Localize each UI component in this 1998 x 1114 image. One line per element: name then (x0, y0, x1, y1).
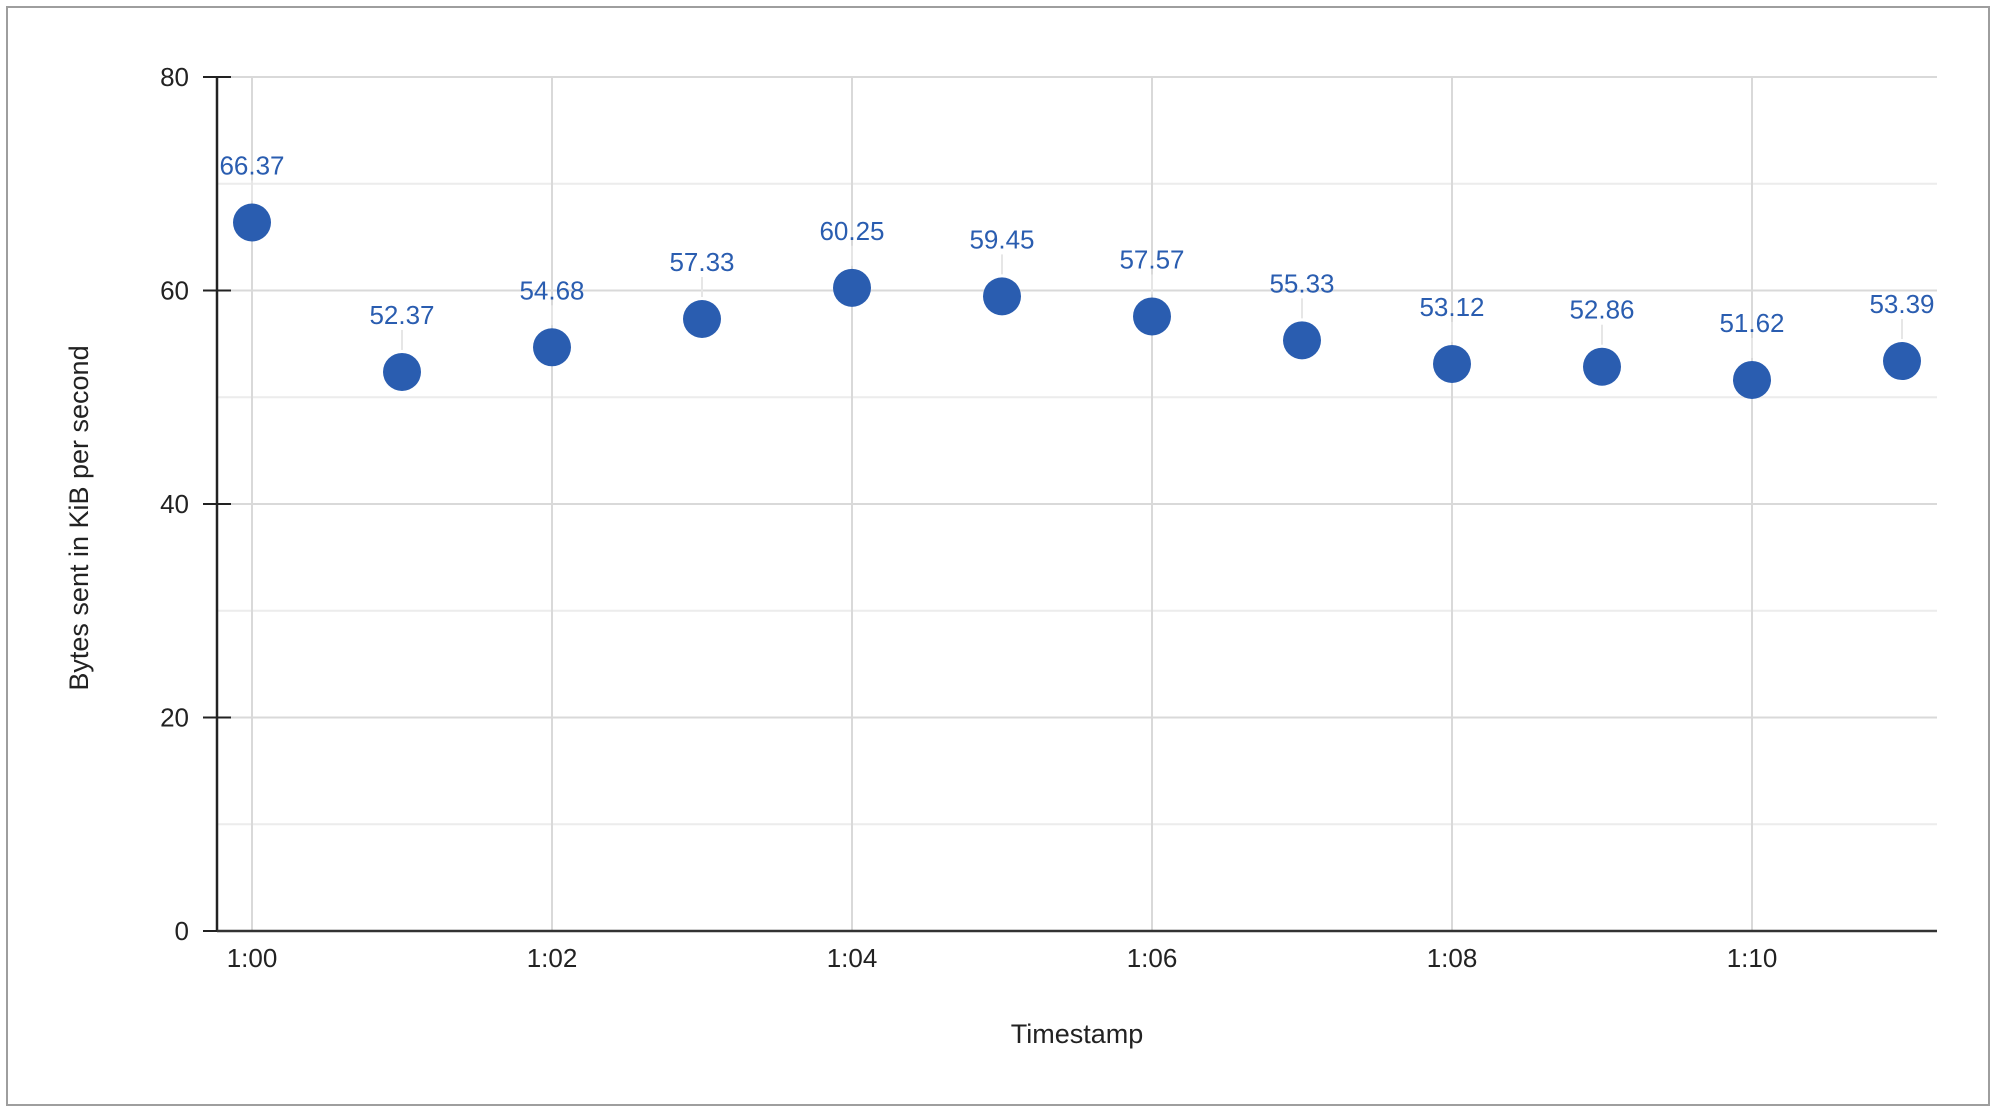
grid (217, 76, 1937, 931)
y-tick-label: 80 (160, 62, 189, 92)
x-tick-label: 1:04 (827, 943, 878, 973)
data-point (1133, 297, 1171, 336)
data-point (1583, 347, 1621, 386)
data-label: 57.57 (1119, 244, 1184, 274)
data-point (1283, 321, 1321, 360)
data-point (1433, 344, 1471, 383)
data-label: 54.68 (519, 275, 584, 305)
data-label: 57.33 (669, 247, 734, 277)
y-axis-title: Bytes sent in KiB per second (64, 345, 94, 690)
data-point (233, 203, 271, 242)
axes: 0 20 40 60 80 1:00 1:02 1:04 1:06 1:08 1:10 (160, 62, 1937, 973)
x-tick-label: 1:10 (1727, 943, 1778, 973)
y-tick-label: 0 (175, 916, 189, 946)
chart-frame (6, 6, 1990, 1106)
data-label: 59.45 (969, 224, 1034, 254)
data-label: 52.37 (369, 300, 434, 330)
data-points: 66.37 52.37 54.68 57.33 60.25 59.45 57.57 55.33… (219, 151, 1935, 399)
data-point (533, 328, 571, 367)
data-label: 53.12 (1419, 292, 1484, 322)
data-point (833, 268, 871, 307)
x-axis-title: Timestamp (1011, 1019, 1144, 1049)
y-tick-label: 60 (160, 276, 189, 306)
x-tick-label: 1:08 (1427, 943, 1478, 973)
data-label: 60.25 (819, 216, 884, 246)
data-point (1883, 342, 1921, 381)
x-tick-label: 1:02 (527, 943, 578, 973)
data-label: 53.39 (1869, 289, 1934, 319)
data-label: 52.86 (1569, 295, 1634, 325)
data-point (383, 352, 421, 391)
data-label: 51.62 (1719, 308, 1784, 338)
y-tick-label: 20 (160, 703, 189, 733)
x-tick-label: 1:00 (227, 943, 278, 973)
data-point (683, 300, 721, 339)
y-tick-label: 40 (160, 489, 189, 519)
x-tick-label: 1:06 (1127, 943, 1178, 973)
data-point (983, 277, 1021, 316)
data-point (1733, 360, 1771, 399)
data-label: 66.37 (219, 151, 284, 181)
data-label: 55.33 (1269, 268, 1334, 298)
